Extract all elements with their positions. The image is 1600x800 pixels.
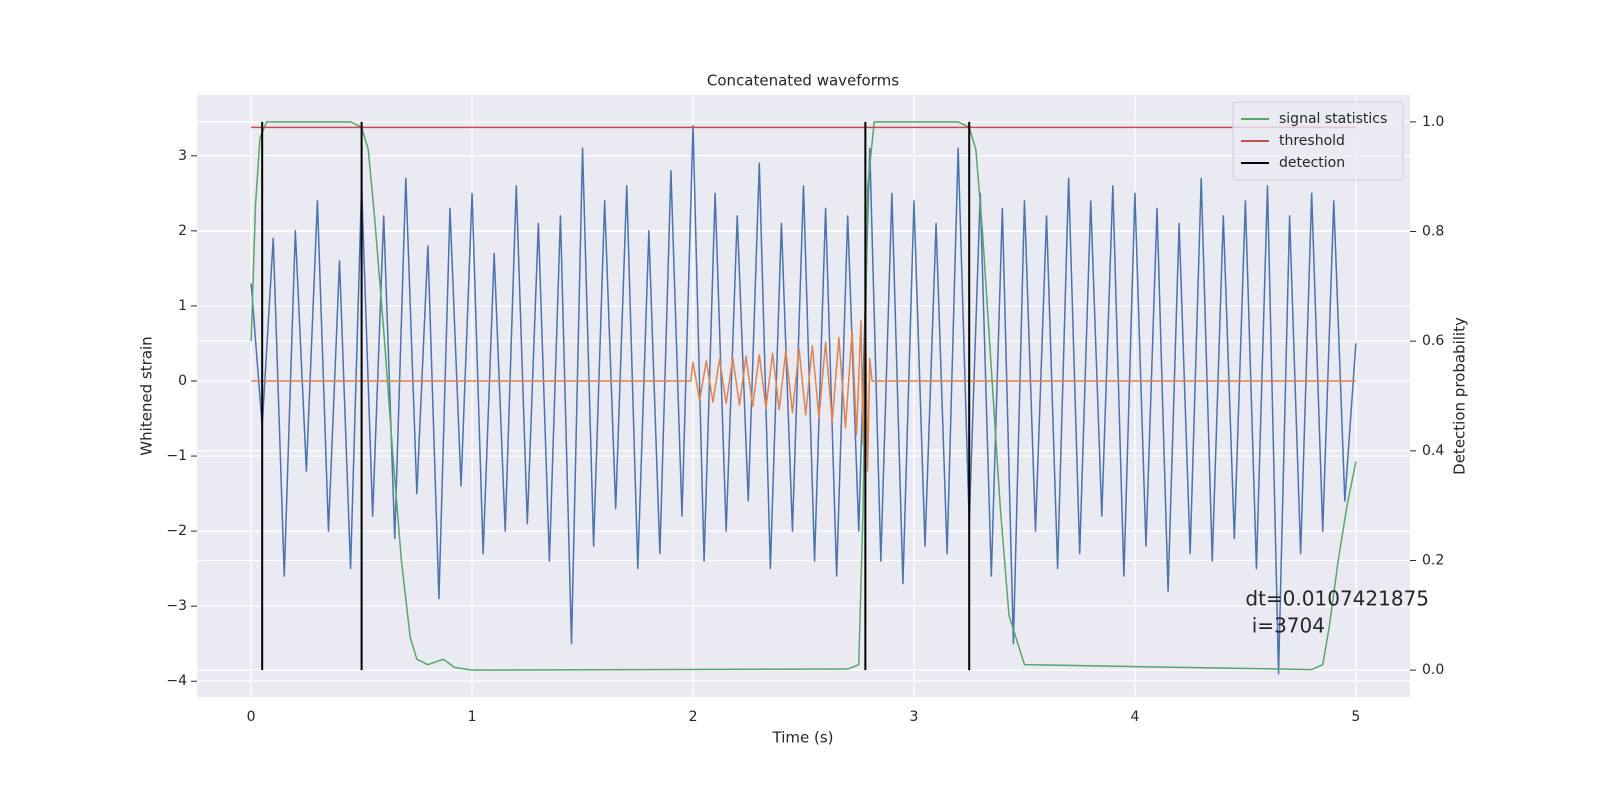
x-axis-label: Time (s): [772, 729, 834, 747]
y2-axis-label: Detection probability: [1451, 317, 1469, 475]
y-tick-label: 3: [178, 148, 187, 164]
series-line: [250, 125, 1357, 675]
x-tick-label: 3: [910, 709, 919, 725]
y-axis-label: Whitened strain: [138, 336, 156, 455]
y-tick-label: 2: [178, 223, 187, 239]
y2-tick-label: 0.8: [1422, 224, 1444, 240]
legend-label: signal statistics: [1279, 111, 1387, 127]
x-tick-label: 4: [1130, 709, 1139, 725]
legend-label: detection: [1279, 155, 1345, 171]
y2-tick-label: 1.0: [1422, 114, 1444, 130]
marks: [250, 121, 1357, 675]
chart-title: Concatenated waveforms: [707, 72, 899, 90]
y2-tick-label: 0.2: [1422, 552, 1444, 568]
y-tick-label: −1: [166, 448, 187, 464]
legend-box: [1232, 101, 1404, 181]
x-tick-label: 0: [247, 709, 256, 725]
y-tick-label: −2: [166, 523, 187, 539]
legend: signal statistics threshold detection: [1232, 101, 1404, 181]
legend-label: threshold: [1279, 133, 1345, 149]
y2-tick-label: 0.6: [1422, 333, 1444, 349]
y-tick-label: 0: [178, 373, 187, 389]
x-tick-label: 1: [468, 709, 477, 725]
y-tick-label: −3: [166, 598, 187, 614]
annotation: dt=0.0107421875: [1245, 587, 1429, 611]
x-tick-label: 2: [689, 709, 698, 725]
x-tick-label: 5: [1351, 709, 1360, 725]
y2-tick-label: 0.4: [1422, 443, 1444, 459]
y-tick-label: −4: [166, 673, 187, 689]
series-line: [251, 305, 1356, 472]
annotation: i=3704: [1245, 614, 1325, 638]
y2-tick-label: 0.0: [1422, 662, 1444, 678]
y-tick-label: 1: [178, 298, 187, 314]
